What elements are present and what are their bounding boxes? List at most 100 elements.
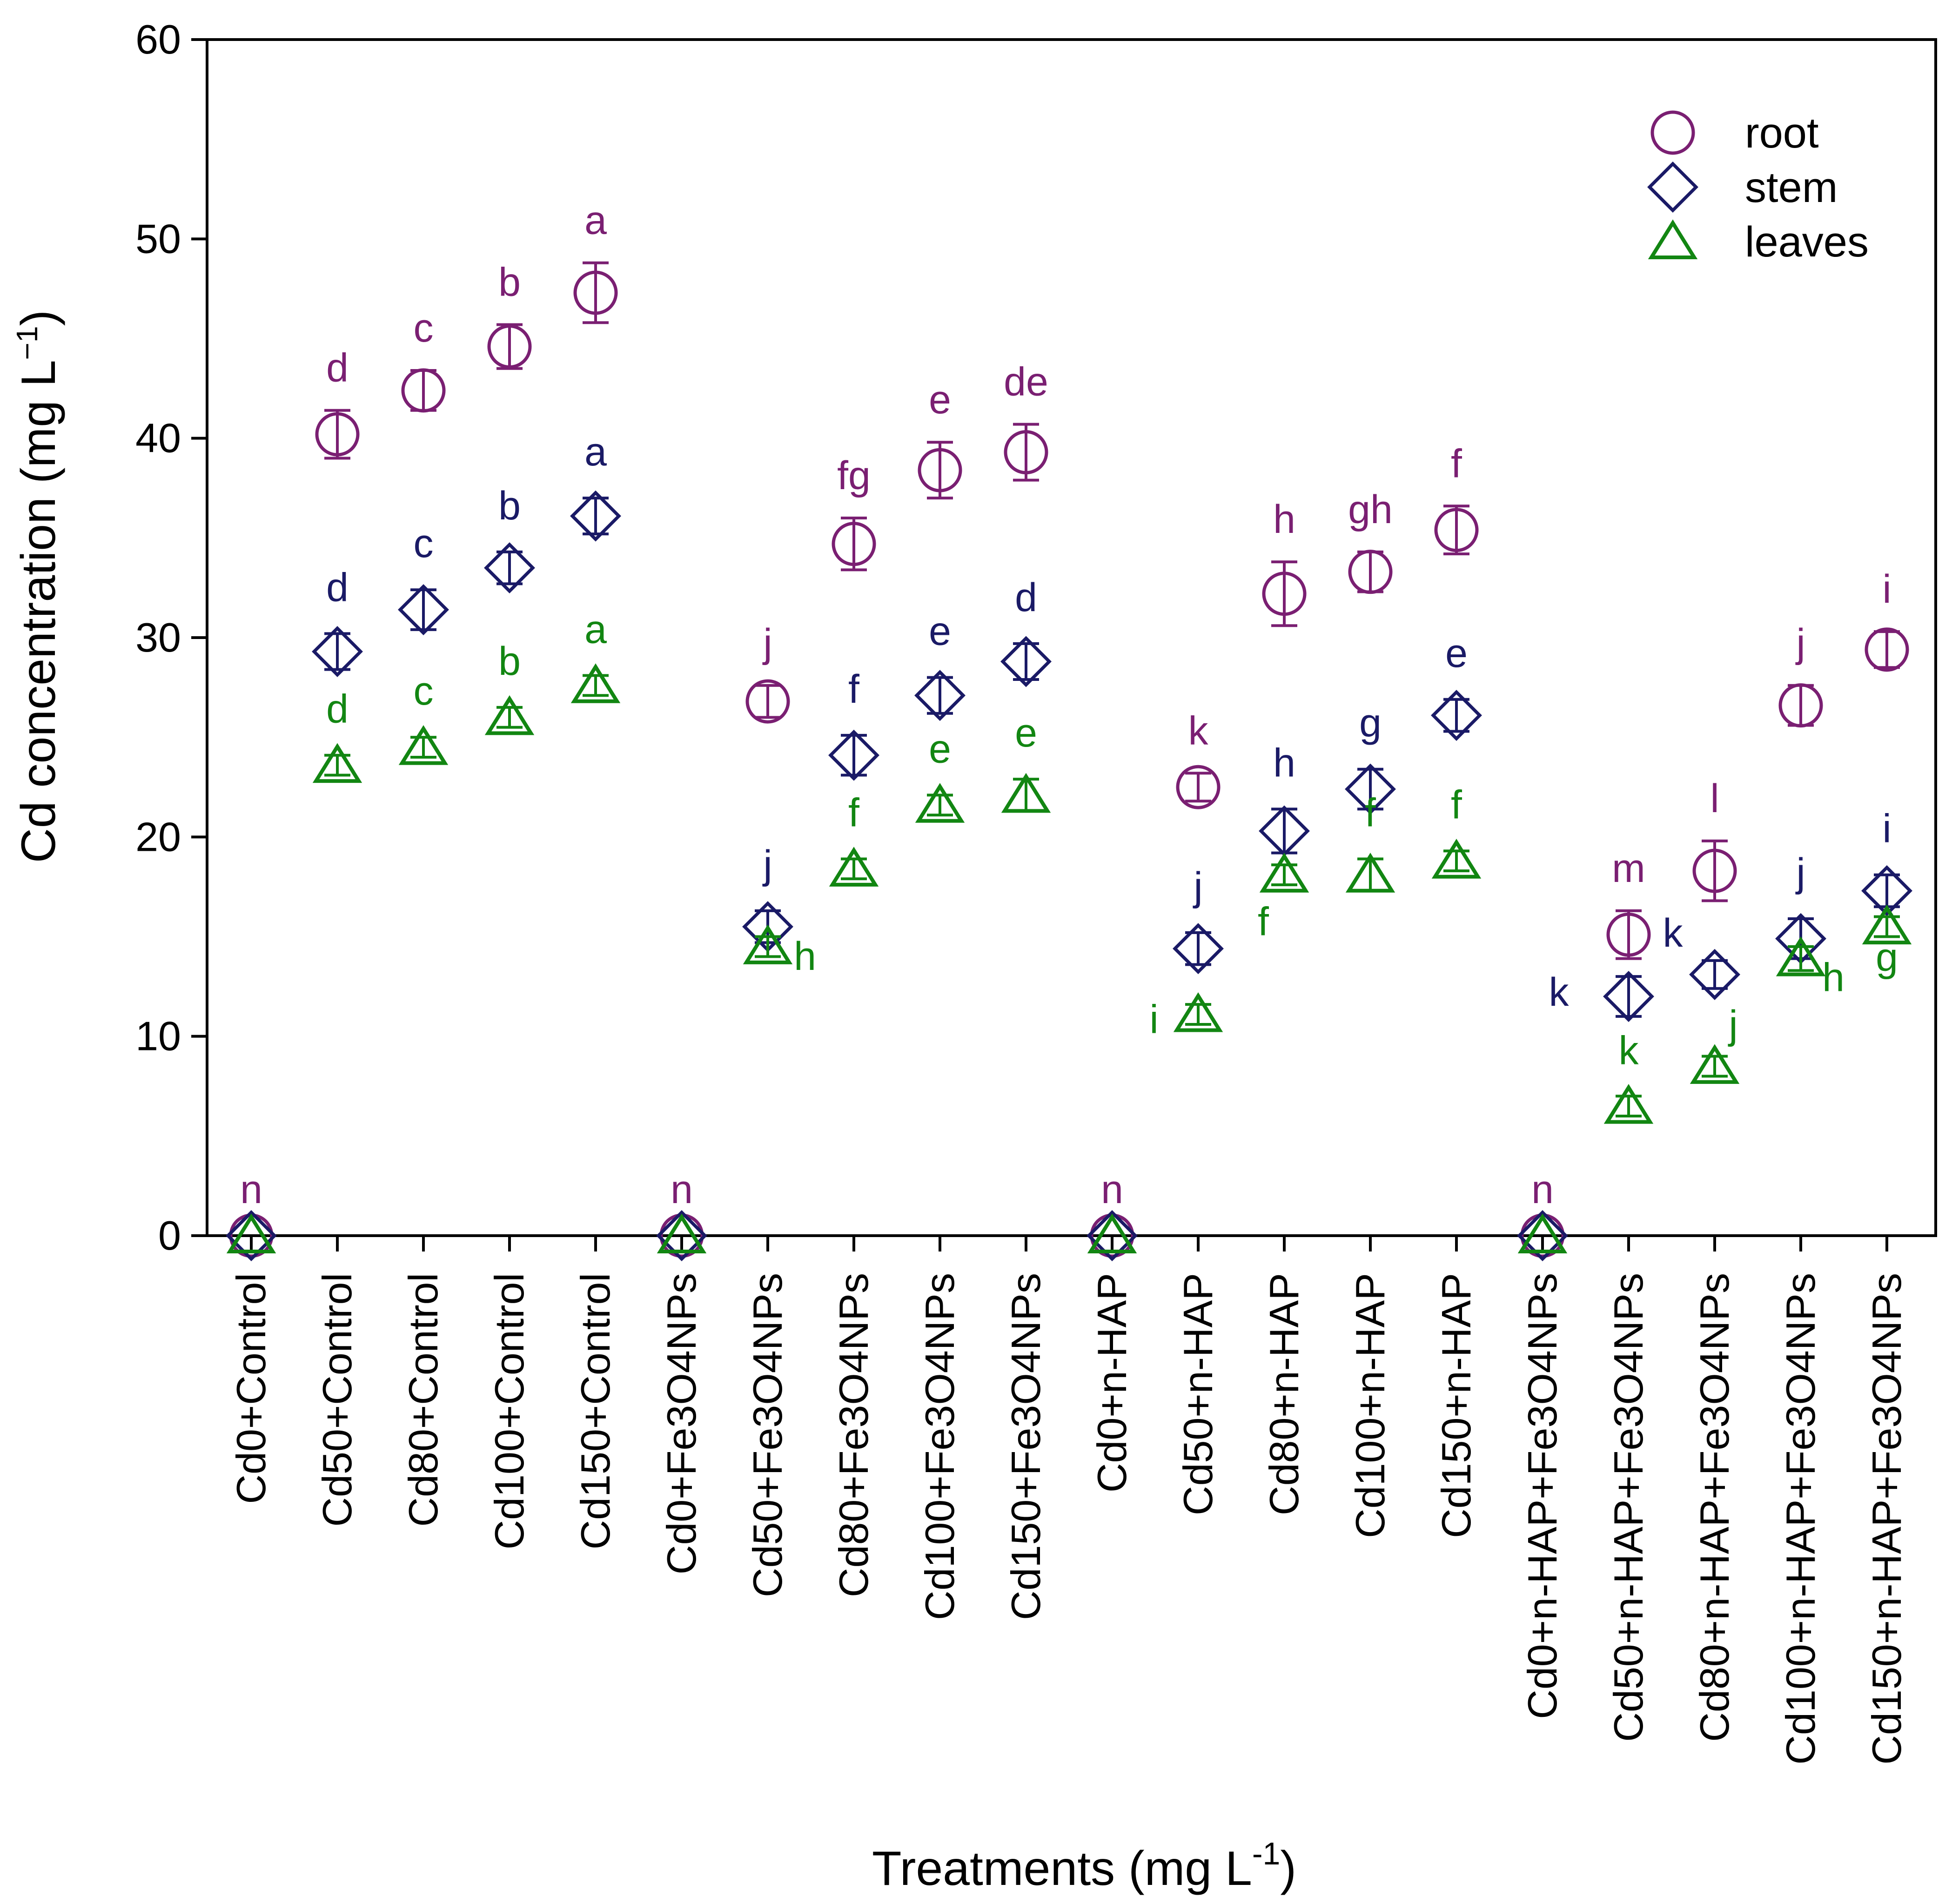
root-point: [401, 368, 446, 413]
significance-letter: g: [1876, 935, 1898, 980]
root-point: [1606, 912, 1651, 957]
significance-letter: e: [929, 377, 951, 422]
leaves-point: [398, 725, 449, 765]
x-tick-label: Cd0+Control: [228, 1273, 274, 1504]
significance-letter: n: [240, 1167, 262, 1212]
significance-letter: c: [414, 669, 434, 713]
stem-point: [1345, 763, 1396, 815]
significance-letter: h: [1273, 740, 1295, 785]
significance-letter: k: [1188, 708, 1209, 753]
y-tick-label: 0: [158, 1212, 181, 1258]
x-tick-label: Cd80+Control: [400, 1273, 446, 1527]
legend-label-leaves: leaves: [1745, 218, 1869, 266]
x-tick-label: Cd0+n-HAP: [1089, 1273, 1135, 1493]
stem-point: [1603, 971, 1654, 1022]
root-point: [1434, 508, 1479, 552]
legend: root stem leaves: [1647, 109, 1869, 266]
root-point: [1778, 683, 1823, 728]
x-axis-title-text: Treatments (mg L: [872, 1842, 1252, 1896]
significance-letter: a: [584, 198, 607, 243]
significance-letter: f: [1451, 441, 1462, 486]
x-tick-label: Cd80+n-HAP: [1261, 1273, 1307, 1515]
y-tick-label: 30: [135, 614, 181, 660]
leaves-point: [1259, 853, 1309, 893]
significance-letter: j: [762, 842, 772, 887]
significance-letter: j: [762, 621, 772, 666]
y-axis-title-end: ): [12, 310, 66, 326]
root-point: [1348, 550, 1393, 594]
x-axis: Cd0+Control Cd50+Control Cd80+Control Cd100…: [228, 1236, 1910, 1765]
significance-letter: m: [1612, 846, 1645, 891]
x-tick-label: Cd150+n-HAP: [1433, 1273, 1479, 1538]
significance-letter: h: [1822, 955, 1845, 1000]
leaves-point: [1001, 773, 1051, 813]
significance-letter: b: [498, 260, 521, 305]
y-axis: 0 10 20 30 40 50 60: [135, 16, 207, 1258]
significance-letter: f: [1365, 790, 1376, 835]
significance-letter: n: [1101, 1167, 1123, 1212]
significance-letter: d: [326, 687, 349, 732]
significance-letter: c: [414, 521, 434, 566]
leaves-point: [1517, 1213, 1568, 1253]
leaves-point: [743, 924, 793, 964]
stem-point: [1173, 923, 1224, 975]
leaves-point: [1776, 936, 1826, 976]
significance-letter: f: [848, 667, 860, 712]
significance-letter: j: [1192, 864, 1202, 909]
leaves-point: [1173, 992, 1223, 1032]
stem-point: [1000, 636, 1052, 687]
significance-letter: l: [1710, 776, 1719, 821]
significance-letter: c: [414, 306, 434, 350]
root-point: [1004, 430, 1048, 475]
stem-point: [226, 1210, 277, 1261]
x-axis-title-sup: -1: [1252, 1836, 1280, 1871]
leaves-point: [226, 1213, 276, 1253]
leaves-point: [1603, 1084, 1654, 1124]
significance-letter: d: [326, 346, 349, 390]
x-tick-label: Cd150+n-HAP+Fe3O4NPs: [1864, 1273, 1910, 1765]
significance-letter: d: [1015, 575, 1037, 620]
x-tick-label: Cd80+n-HAP+Fe3O4NPs: [1691, 1273, 1737, 1742]
root-point: [832, 522, 876, 566]
root-point: [1692, 848, 1737, 893]
x-tick-label: Cd150+Fe3O4NPs: [1003, 1273, 1049, 1620]
significance-letter: g: [1359, 701, 1382, 746]
y-axis-title: Cd concentration (mg L−1): [10, 310, 66, 863]
y-tick-label: 20: [135, 814, 181, 860]
leaves-point: [1690, 1044, 1740, 1084]
root-point: [573, 270, 618, 315]
leaves-point: [484, 695, 535, 735]
significance-letter: k: [1663, 911, 1684, 955]
x-tick-label: Cd50+n-HAP+Fe3O4NPs: [1605, 1273, 1651, 1742]
data-points: [226, 261, 1912, 1261]
x-tick-label: Cd0+n-HAP+Fe3O4NPs: [1519, 1273, 1565, 1719]
significance-letter: k: [1619, 1029, 1639, 1073]
significance-letter: h: [1273, 497, 1295, 542]
y-tick-label: 40: [135, 415, 181, 461]
stem-point: [656, 1210, 707, 1261]
significance-letter: e: [929, 609, 951, 654]
x-axis-title: Treatments (mg L-1): [872, 1836, 1296, 1896]
stem-point: [1689, 949, 1740, 1000]
significance-letter: j: [1795, 850, 1805, 895]
x-axis-title-end: ): [1280, 1842, 1296, 1896]
stem-point: [1431, 690, 1482, 741]
root-point: [745, 679, 790, 724]
leaves-point: [829, 847, 879, 887]
leaves-point: [1862, 904, 1912, 945]
root-point: [1865, 627, 1909, 672]
leaves-point: [1345, 853, 1395, 893]
leaves-point: [915, 783, 965, 823]
stem-point: [1517, 1210, 1568, 1261]
significance-letter: i: [1149, 997, 1158, 1042]
significance-letter: e: [1015, 711, 1037, 755]
significance-letter: a: [584, 607, 607, 652]
stem-point: [570, 490, 621, 542]
x-tick-label: Cd80+Fe3O4NPs: [831, 1273, 877, 1597]
y-tick-label: 50: [135, 215, 181, 262]
significance-letter: d: [326, 565, 349, 610]
significance-letter: k: [1549, 970, 1570, 1015]
root-point: [315, 412, 360, 457]
x-tick-label: Cd50+Control: [314, 1273, 360, 1527]
